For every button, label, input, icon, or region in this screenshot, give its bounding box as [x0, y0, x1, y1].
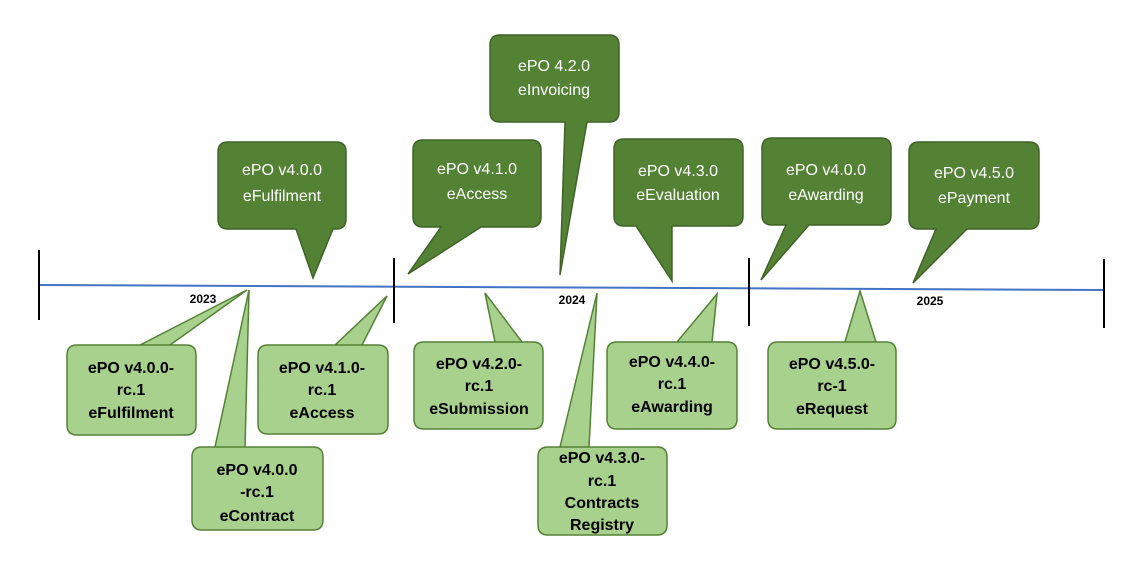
release-candidate-callout: ePO v4.2.0- rc.1 eSubmission [413, 292, 544, 430]
release-module: ePayment [938, 190, 1011, 207]
release-module: eInvoicing [518, 82, 590, 99]
release-candidate-callout: ePO v4.5.0- rc-1 eRequest [767, 288, 897, 430]
release-candidate-callout: ePO v4.0.0- rc.1 eFulfilment [66, 289, 248, 436]
year-label-2023: 2023 [190, 292, 217, 306]
rc-module: eAwarding [631, 399, 713, 416]
release-callout: ePO 4.2.0 eInvoicing [489, 34, 620, 276]
rc-version: ePO v4.0.0- [88, 360, 174, 377]
rc-module: eSubmission [429, 401, 529, 418]
rc-module-cont: Registry [570, 517, 634, 534]
release-version: ePO v4.0.0 [786, 162, 866, 179]
rc-module: eFulfilment [88, 405, 174, 422]
rc-version: ePO v4.4.0- [629, 354, 715, 371]
release-version: ePO 4.2.0 [518, 58, 590, 75]
release-candidate-callout: ePO v4.1.0- rc.1 eAccess [257, 295, 389, 435]
release-version: ePO v4.3.0 [638, 163, 718, 180]
release-candidate-callout: ePO v4.4.0- rc.1 eAwarding [606, 291, 738, 430]
release-version: ePO v4.1.0 [437, 161, 517, 178]
rc-tag: -rc.1 [240, 484, 274, 501]
release-callout: ePO v4.0.0 eFulfilment [217, 141, 347, 281]
year-label-2025: 2025 [917, 294, 944, 308]
release-module: eAccess [447, 186, 507, 203]
release-candidate-callout: ePO v4.0.0 -rc.1 eContract [191, 289, 324, 531]
rc-tag: rc.1 [465, 378, 494, 395]
rc-version: ePO v4.1.0- [279, 360, 365, 377]
rc-tag: rc-1 [817, 378, 846, 395]
rc-version: ePO v4.0.0 [217, 462, 298, 479]
release-version: ePO v4.5.0 [934, 165, 1014, 182]
rc-module: eContract [220, 508, 295, 525]
rc-version: ePO v4.3.0- [559, 450, 645, 467]
rc-module: eRequest [796, 401, 869, 418]
release-module: eFulfilment [243, 188, 322, 205]
release-callout: ePO v4.3.0 eEvaluation [613, 138, 744, 284]
rc-module: Contracts [565, 495, 640, 512]
release-callout: ePO v4.0.0 eAwarding [760, 137, 892, 281]
rc-module: eAccess [290, 405, 355, 422]
release-version: ePO v4.0.0 [242, 162, 322, 179]
rc-tag: rc.1 [308, 382, 337, 399]
rc-tag: rc.1 [117, 382, 146, 399]
release-module: eEvaluation [636, 187, 720, 204]
year-label-2024: 2024 [559, 293, 586, 307]
rc-version: ePO v4.5.0- [789, 356, 875, 373]
rc-version: ePO v4.2.0- [436, 356, 522, 373]
rc-tag: rc.1 [658, 376, 687, 393]
release-module: eAwarding [788, 187, 863, 204]
timeline-axis [38, 284, 1105, 291]
release-callout: ePO v4.5.0 ePayment [908, 141, 1040, 284]
rc-tag: rc.1 [588, 473, 617, 490]
release-candidate-callout: ePO v4.3.0- rc.1 Contracts Registry [537, 292, 668, 536]
release-callout: ePO v4.1.0 eAccess [407, 139, 542, 275]
